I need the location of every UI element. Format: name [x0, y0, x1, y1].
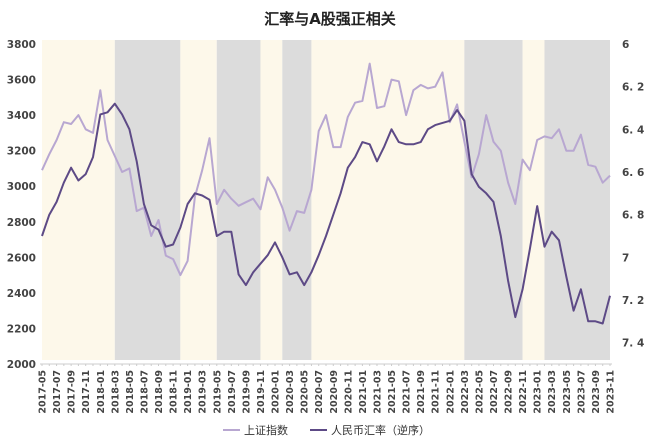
left-tick-label: 2600 — [7, 252, 36, 264]
x-tick-label: 2018-11 — [169, 370, 180, 414]
left-tick-label: 3800 — [7, 39, 36, 51]
x-tick-label: 2019-09 — [241, 370, 252, 414]
right-tick-label: 6. 6 — [622, 167, 644, 179]
x-tick-label: 2021-07 — [402, 370, 413, 414]
x-tick-label: 2021-09 — [416, 370, 427, 414]
x-tick-label: 2018-09 — [154, 370, 165, 414]
x-tick-label: 2022-07 — [489, 370, 500, 414]
x-tick-label: 2020-09 — [329, 370, 340, 414]
x-tick-label: 2022-11 — [518, 370, 529, 414]
left-tick-label: 2400 — [7, 288, 36, 300]
x-tick-label: 2020-01 — [271, 370, 282, 414]
left-axis-ticks: 2000 2200 2400 2600 2800 3000 3200 3400 3600 3800 — [7, 39, 36, 371]
shaded-band — [260, 40, 283, 360]
shaded-band — [42, 40, 115, 360]
legend-label-shanghai: 上证指数 — [244, 423, 288, 437]
x-tick-label: 2017-09 — [67, 370, 78, 414]
x-tick-label: 2018-03 — [110, 370, 121, 414]
left-tick-label: 3200 — [7, 146, 36, 158]
x-tick-label: 2019-03 — [198, 370, 209, 414]
series-line-shanghai-index — [41, 62, 611, 277]
x-tick-label: 2021-05 — [387, 370, 398, 414]
right-tick-label: 6. 2 — [622, 82, 644, 94]
shaded-band — [544, 40, 610, 360]
x-tick-label: 2023-05 — [562, 370, 573, 414]
shaded-bands — [42, 40, 610, 360]
x-tick-label: 2023-07 — [576, 370, 587, 414]
shaded-band — [180, 40, 217, 360]
x-tick-label: 2020-05 — [300, 370, 311, 414]
x-tick-label: 2018-07 — [139, 370, 150, 414]
x-tick-label: 2017-07 — [52, 370, 63, 414]
right-tick-label: 6. 4 — [622, 124, 644, 136]
right-tick-label: 6. 8 — [622, 210, 644, 222]
shaded-band — [114, 40, 181, 360]
left-tick-label: 2800 — [7, 217, 36, 229]
x-axis: 2017-05 2017-07 2017-09 2017-11 2018-01 2018-… — [38, 363, 617, 414]
x-tick-label: 2017-05 — [38, 370, 49, 414]
left-tick-label: 2000 — [7, 359, 36, 371]
right-tick-label: 7. 2 — [622, 295, 644, 307]
x-tick-label: 2018-01 — [96, 370, 107, 414]
right-tick-label: 7. 4 — [622, 338, 644, 350]
x-tick-label: 2022-05 — [474, 370, 485, 414]
right-axis-ticks: 6 6. 2 6. 4 6. 6 6. 8 7 7. 2 7. 4 — [622, 39, 644, 350]
x-tick-label: 2018-05 — [125, 370, 136, 414]
x-tick-label: 2022-09 — [504, 370, 515, 414]
shaded-band — [282, 40, 312, 360]
x-tick-label: 2019-05 — [212, 370, 223, 414]
left-tick-label: 3000 — [7, 181, 36, 193]
x-tick-label: 2020-11 — [343, 370, 354, 414]
left-tick-label: 3600 — [7, 75, 36, 87]
series-lines — [41, 62, 611, 325]
x-tick-label: 2019-01 — [183, 370, 194, 414]
right-tick-label: 6 — [622, 39, 629, 51]
left-tick-label: 3400 — [7, 110, 36, 122]
right-tick-label: 7 — [622, 252, 629, 264]
x-tick-label: 2023-11 — [606, 370, 617, 414]
x-tick-label: 2020-03 — [285, 370, 296, 414]
x-tick-label: 2022-03 — [460, 370, 471, 414]
x-tick-label: 2021-01 — [358, 370, 369, 414]
left-tick-label: 2200 — [7, 323, 36, 335]
x-tick-label: 2023-09 — [591, 370, 602, 414]
x-tick-label: 2022-01 — [445, 370, 456, 414]
x-tick-label: 2019-11 — [256, 370, 267, 414]
series-line-cny-rate — [41, 102, 611, 325]
x-tick-label: 2019-07 — [227, 370, 238, 414]
x-tick-label: 2023-03 — [547, 370, 558, 414]
shaded-band — [522, 40, 545, 360]
x-tick-label: 2020-07 — [314, 370, 325, 414]
x-tick-label: 2023-01 — [533, 370, 544, 414]
x-tick-label: 2021-11 — [431, 370, 442, 414]
legend-label-cny: 人民币汇率（逆序） — [331, 423, 430, 437]
chart-title: 汇率与A股强正相关 — [264, 10, 396, 28]
legend: 上证指数 人民币汇率（逆序） — [223, 423, 430, 437]
x-tick-label: 2017-11 — [81, 370, 92, 414]
x-tick-label: 2021-03 — [372, 370, 383, 414]
shaded-band — [311, 40, 465, 360]
